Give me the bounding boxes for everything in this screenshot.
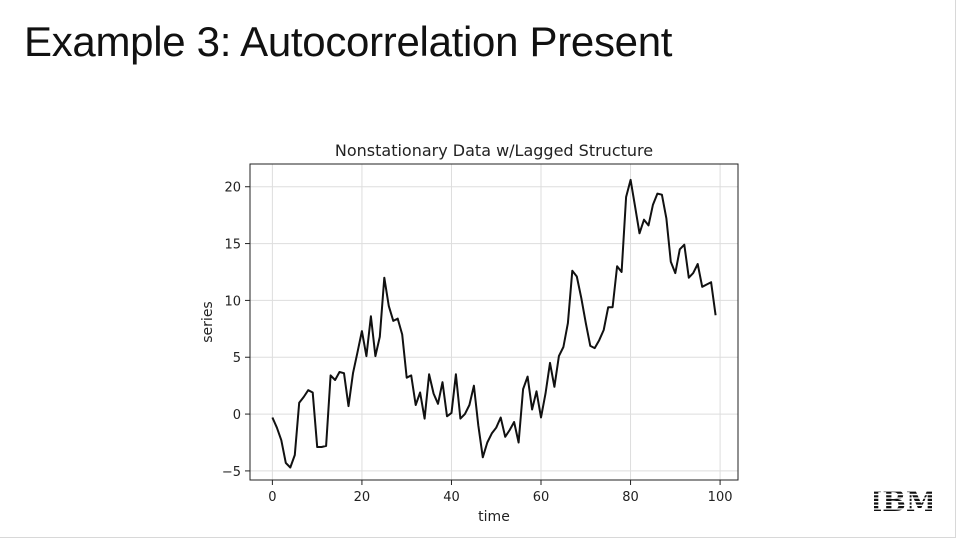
- y-tick-label: 15: [224, 238, 241, 253]
- slide-title: Example 3: Autocorrelation Present: [24, 18, 673, 65]
- plot-frame: [249, 163, 739, 481]
- y-tick-label: 0: [233, 408, 241, 423]
- x-tick-label: 40: [443, 490, 460, 505]
- x-tick-label: 100: [708, 490, 733, 505]
- series-line: [271, 178, 717, 469]
- x-tick-label: 0: [268, 490, 276, 505]
- y-tick-label: 10: [224, 294, 241, 309]
- y-tick-label: −5: [222, 465, 241, 480]
- axis-ticks: 0 20 40 60 80 100 −5 0 5 10 15 20: [222, 181, 733, 505]
- chart-title: Nonstationary Data w/Lagged Structure: [335, 141, 653, 160]
- y-tick-label: 5: [233, 351, 241, 366]
- y-axis-label: series: [200, 301, 216, 342]
- x-tick-label: 20: [354, 490, 371, 505]
- series-line-group: [271, 178, 717, 469]
- x-tick-label: 80: [622, 490, 639, 505]
- y-tick-label: 20: [224, 181, 241, 196]
- x-axis-label: time: [478, 509, 510, 525]
- logo-text: IBM: [874, 488, 932, 512]
- ibm-logo: IBM: [874, 488, 932, 512]
- grid-lines: [250, 164, 738, 480]
- x-tick-label: 60: [533, 490, 550, 505]
